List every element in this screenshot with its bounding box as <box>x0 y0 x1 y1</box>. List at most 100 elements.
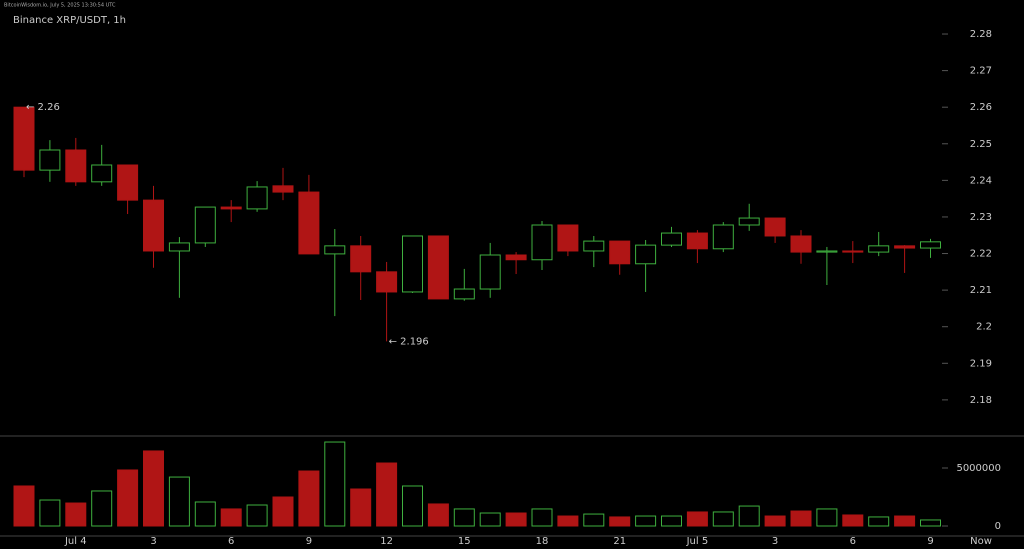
y-tick-label: 2.27 <box>970 66 992 77</box>
candle-body <box>661 232 682 246</box>
candle-body <box>764 217 786 237</box>
volume-bar <box>790 510 812 527</box>
y-tick-label: 2.18 <box>970 395 992 406</box>
y-tick-label: 2.22 <box>970 249 992 260</box>
candle-body <box>143 199 164 252</box>
volume-bar <box>168 476 190 527</box>
volume-bar <box>65 502 87 527</box>
volume-bar <box>350 488 372 527</box>
volume-bar <box>246 504 268 527</box>
candle-body <box>350 245 372 273</box>
volume-bar <box>738 505 760 527</box>
volume-bar <box>117 469 139 527</box>
candle-body <box>39 149 61 171</box>
candle-body <box>65 149 87 183</box>
volume-bar <box>479 512 501 527</box>
volume-bar <box>635 515 657 527</box>
candle-body <box>505 254 527 261</box>
y-tick-label: 2.2 <box>976 322 992 333</box>
candle-body <box>712 224 734 250</box>
x-tick-label: 21 <box>613 536 626 547</box>
x-tick-label: 12 <box>380 536 393 547</box>
volume-bar <box>531 508 553 527</box>
y-tick-label: 2.19 <box>970 358 992 369</box>
x-tick-label: 9 <box>306 536 312 547</box>
y-tick-label: 2.24 <box>970 175 992 186</box>
candle-body <box>479 254 501 290</box>
volume-bar <box>220 508 242 527</box>
candle-body <box>324 245 346 255</box>
volume-bar <box>557 515 579 527</box>
candle-body <box>635 244 657 265</box>
candle-body <box>557 224 579 252</box>
annotation: ← 2.196 <box>389 336 429 347</box>
x-tick-label: Jul 4 <box>64 536 87 547</box>
candle-body <box>531 224 553 261</box>
volume-tick-label: 5000000 <box>956 463 1001 474</box>
y-tick-label: 2.26 <box>970 102 992 113</box>
x-tick-label: 15 <box>458 536 471 547</box>
volume-tick-label: 0 <box>995 521 1001 532</box>
candle-body <box>816 250 838 253</box>
candle-body <box>920 241 941 249</box>
volume-bar <box>91 490 113 527</box>
volume-bar <box>39 499 61 527</box>
y-tick-label: 2.23 <box>970 212 992 223</box>
watermark: BitcoinWisdom.io, July 5, 2025 13:30:54 … <box>4 3 116 9</box>
volume-bar <box>842 514 864 527</box>
annotation: ← 2.26 <box>26 102 60 113</box>
candle-body <box>686 232 708 250</box>
candle-body <box>402 235 423 293</box>
volume-bar <box>402 485 423 527</box>
y-tick-label: 2.25 <box>970 139 992 150</box>
candle-body <box>894 245 916 249</box>
volume-bar <box>272 496 294 527</box>
candle-body <box>117 164 139 201</box>
x-tick-label: Jul 5 <box>686 536 709 547</box>
candle-body <box>376 271 398 293</box>
volume-bar <box>505 512 527 527</box>
volume-bar <box>868 516 890 527</box>
candle-body <box>168 242 190 252</box>
candle-body <box>13 106 35 171</box>
y-tick-label: 2.28 <box>970 29 992 40</box>
volume-bar <box>609 516 631 527</box>
candle-body <box>583 240 605 252</box>
candle-body <box>194 206 216 244</box>
volume-bar <box>764 515 786 527</box>
chart-title: Binance XRP/USDT, 1h <box>13 15 126 26</box>
x-tick-label: 6 <box>228 536 234 547</box>
candle-body <box>427 235 449 300</box>
candle-body <box>790 235 812 253</box>
volume-bar <box>143 450 164 527</box>
volume-bar <box>324 441 346 527</box>
candle-body <box>272 185 294 193</box>
volume-bar <box>194 501 216 527</box>
volume-bar <box>13 485 35 527</box>
candle-body <box>246 186 268 210</box>
candle-body <box>738 217 760 226</box>
volume-bar <box>376 462 398 527</box>
volume-bar <box>686 511 708 527</box>
volume-bar <box>816 508 838 527</box>
candle-body <box>842 250 864 253</box>
x-tick-label: 3 <box>772 536 778 547</box>
candle-body <box>609 240 631 265</box>
candle-body <box>91 164 113 183</box>
candle-body <box>220 206 242 210</box>
candle-body <box>298 191 320 255</box>
x-tick-label: 9 <box>927 536 933 547</box>
volume-bar <box>712 511 734 527</box>
now-label: Now <box>970 536 992 547</box>
volume-bar <box>453 508 475 527</box>
volume-bar <box>298 470 320 527</box>
volume-bar <box>583 513 605 527</box>
x-tick-label: 6 <box>850 536 856 547</box>
candle-body <box>868 245 890 253</box>
x-tick-label: 3 <box>150 536 156 547</box>
volume-bar <box>920 519 941 527</box>
candle-body <box>453 288 475 300</box>
